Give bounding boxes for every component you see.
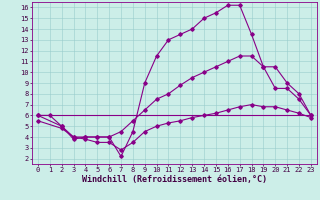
X-axis label: Windchill (Refroidissement éolien,°C): Windchill (Refroidissement éolien,°C) <box>82 175 267 184</box>
